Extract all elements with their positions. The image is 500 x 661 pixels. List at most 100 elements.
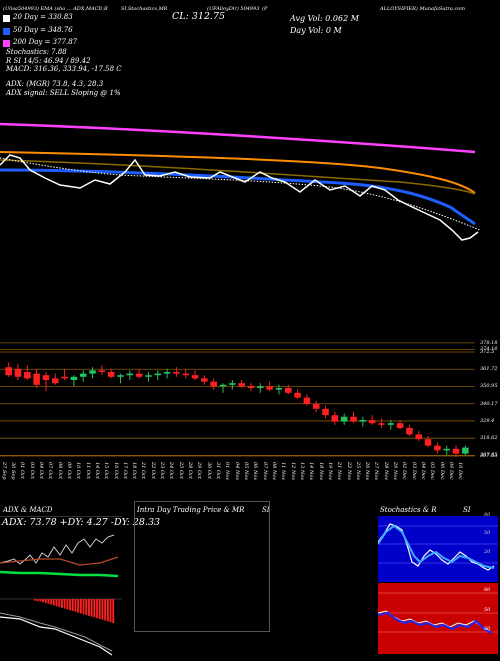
candle-body [340,416,348,422]
rsi-tick-20: 20 [484,626,491,632]
candle-body [24,372,31,379]
candle-body [126,373,134,376]
ema20-swatch [3,15,10,22]
header-site: ALLOYSIFIER) MunafaSutra.com [380,6,465,12]
macd-histogram-bar [47,599,50,604]
candlestick-chart [0,342,475,457]
intraday-panel-suffix: SI [262,506,270,514]
price-level-label: 307.85 [480,452,498,459]
adx-value: ADX: (MGR) 73.8, 4.3, 28.3 [6,80,104,88]
date-label: 21 Nov [336,462,343,481]
macd-histogram-bar [104,599,107,621]
date-label: 13 Nov [298,462,305,481]
candle-body [406,428,413,435]
date-label: 10 Dec [457,462,464,480]
date-label: 08 Nov [270,462,277,481]
macd-histogram-bar [82,599,85,615]
date-label: 01 Nov [224,462,231,481]
date-label: 16 Oct [112,462,119,479]
date-label: 29 Nov [392,462,399,481]
header-right-top: (P [262,6,268,12]
date-label: 12 Nov [289,462,296,481]
header-left-top: (Ulisa504993) EMA (sho ... ADX,MACD,R [3,6,108,12]
candle-body [322,408,329,416]
date-label: 07 Nov [261,462,268,481]
date-label: 07 Oct [47,462,54,479]
day-volume: Day Vol: 0 M [290,26,342,35]
date-label: 30 Oct [205,462,212,479]
rsi-line-blue [378,611,493,634]
stoch-k-line [378,523,495,571]
ema200-swatch [3,40,10,47]
header-mid-top: SI,Stochastics,MR [121,6,168,12]
macd-histogram-bar [69,599,71,611]
candle-body [70,376,78,380]
macd-histogram-bar [55,599,58,607]
macd-histogram-bar [42,599,44,603]
candle-body [5,367,12,376]
date-label: 28 Oct [187,462,194,479]
date-label: 01 Oct [19,462,26,479]
stoch-d-line [378,524,495,569]
macd-histogram-bar [71,599,74,611]
date-label: 05 Nov [242,462,249,481]
date-label: 27 Nov [373,462,380,481]
macd-histogram-bar [93,599,96,618]
ema50-line [0,168,476,226]
candle-body [312,404,320,409]
macd-histogram-bar [61,599,63,608]
macd-histogram-bar [85,599,88,615]
price-level-label: 378.18 [480,339,498,346]
stochastics-value: Stochastics: 7.88 [6,48,67,56]
adx-panel: ADX: 73.78 +DY: 4.27 -DY: 28.33 [0,516,160,661]
price-line [0,154,479,241]
candle-body [42,375,50,380]
macd-histogram-bar [34,599,36,601]
candle-body [247,386,255,388]
date-label: 11 Oct [84,462,91,479]
intraday-panel [134,501,270,632]
stochastics-graph [378,523,498,571]
candle-body [51,378,59,384]
candle-body [257,386,264,388]
macd-histogram-bar [79,599,82,614]
date-label: 21 Oct [140,462,147,479]
date-label: 17 Oct [121,462,128,479]
rsi-value: R SI 14/5: 46.94 / 89.42 [6,57,91,65]
candle-body [387,423,395,425]
ema200-label: 200 Day = 377.87 [13,38,78,46]
macd-histogram-bar [50,599,53,605]
candle-body [89,370,96,374]
adx-panel-title: ADX & MACD [3,506,53,514]
candle-body [33,373,40,385]
ema-chart [0,122,481,241]
date-label: 09 Oct [65,462,72,479]
macd-histogram-bar [39,599,42,602]
date-label: 05 Dec [429,462,436,480]
date-label: 06 Dec [438,462,445,480]
price-level-label: 329.4 [480,417,495,424]
date-label: 06 Nov [252,462,259,481]
adx-line-white [0,534,115,565]
macd-histogram-bar [44,599,47,603]
price-level-label: 350.95 [480,383,498,390]
candle-body [61,376,68,379]
candle-body [396,423,404,428]
date-label: 02 Dec [401,462,408,480]
stoch-tick-80: 80 [484,512,491,518]
date-label: 14 Nov [308,462,315,481]
date-label: 19 Nov [326,462,333,481]
candle-body [350,416,357,422]
candle-body [303,397,311,404]
macd-histogram [34,599,115,623]
date-label: 10 Oct [75,462,82,479]
macd-histogram-bar [74,599,77,612]
ema200-lower-line [0,159,476,195]
close-price: CL: 312.75 [172,11,226,22]
rsi-panel: 80 50 20 [378,583,498,654]
date-label: 31 Oct [215,462,222,479]
date-label: 15 Oct [103,462,110,479]
stochastics-panel: 80 50 20 [378,512,498,582]
candle-body [219,384,227,387]
candle-body [145,375,152,377]
